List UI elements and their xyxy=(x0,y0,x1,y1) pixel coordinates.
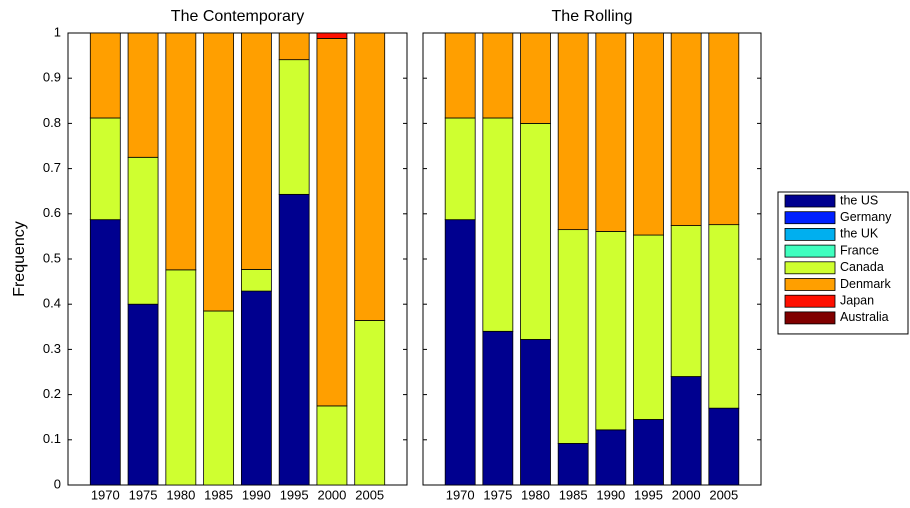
bar-segment xyxy=(240,268,272,292)
legend-swatch xyxy=(784,311,836,325)
bar-segment xyxy=(316,32,348,39)
bar-segment xyxy=(165,269,197,486)
bar-segment xyxy=(520,339,551,486)
bar-segment xyxy=(708,32,740,226)
x-tick-label: 1980 xyxy=(521,487,550,502)
bar-segment xyxy=(595,429,627,486)
bar-segment xyxy=(633,234,664,420)
legend-swatch xyxy=(784,211,836,225)
legend-label: Canada xyxy=(840,260,884,274)
legend-label: France xyxy=(840,243,879,257)
x-tick-label: 2005 xyxy=(709,487,738,502)
bar-segment xyxy=(557,32,589,231)
axes-box xyxy=(67,32,408,486)
y-tick-label: 0.7 xyxy=(43,160,61,175)
x-tick-label: 1970 xyxy=(91,487,120,502)
x-tick-label: 2000 xyxy=(672,487,701,502)
bar-segment xyxy=(127,303,159,486)
y-tick-label: 0.3 xyxy=(43,341,61,356)
bar-segment xyxy=(240,32,272,270)
bar-segment xyxy=(444,32,476,119)
legend-label: Australia xyxy=(840,310,889,324)
bar-segment xyxy=(595,231,627,431)
bar-segment xyxy=(316,38,348,407)
bar-segment xyxy=(633,32,664,236)
bar-segment xyxy=(278,32,310,61)
bar-segment xyxy=(89,117,121,221)
y-tick-label: 0.2 xyxy=(43,386,61,401)
bar-segment xyxy=(203,32,235,312)
y-tick-label: 0.8 xyxy=(43,115,61,130)
legend-swatch xyxy=(784,244,836,258)
bar-segment xyxy=(557,229,589,444)
legend-label: Germany xyxy=(840,210,892,224)
bar-segment xyxy=(354,32,386,321)
x-tick-label: 1995 xyxy=(634,487,663,502)
legend-label: the UK xyxy=(840,227,879,241)
legend-swatch xyxy=(784,194,836,208)
y-tick-label: 0.6 xyxy=(43,205,61,220)
bar-segment xyxy=(165,32,197,271)
panel-title: The Rolling xyxy=(552,8,633,25)
bar-segment xyxy=(670,225,702,377)
x-tick-label: 1975 xyxy=(483,487,512,502)
bar-segment xyxy=(520,32,551,124)
legend-swatch xyxy=(784,227,836,241)
y-tick-label: 0.9 xyxy=(43,70,61,85)
bar-segment xyxy=(316,405,348,486)
x-tick-label: 1970 xyxy=(446,487,475,502)
legend-label: Denmark xyxy=(840,277,891,291)
bar-segment xyxy=(557,443,589,486)
bar-segment xyxy=(278,193,310,486)
x-tick-label: 2000 xyxy=(317,487,346,502)
bar-segment xyxy=(354,320,386,486)
y-axis-label: Frequency xyxy=(11,221,28,297)
bar-segment xyxy=(278,59,310,195)
bar-segment xyxy=(670,32,702,226)
x-tick-label: 1980 xyxy=(166,487,195,502)
x-tick-label: 1985 xyxy=(559,487,588,502)
x-tick-label: 1990 xyxy=(596,487,625,502)
legend-label: Japan xyxy=(840,293,874,307)
y-tick-label: 0.5 xyxy=(43,250,61,265)
bar-segment xyxy=(670,376,702,486)
bar-segment xyxy=(240,290,272,486)
legend-swatch xyxy=(784,294,836,308)
panel-title: The Contemporary xyxy=(171,8,304,25)
x-tick-label: 1975 xyxy=(129,487,158,502)
bar-segment xyxy=(89,32,121,119)
bar-segment xyxy=(520,123,551,340)
bar-segment xyxy=(444,219,476,486)
y-tick-label: 0.1 xyxy=(43,431,61,446)
y-tick-label: 0.4 xyxy=(43,296,61,311)
bar-segment xyxy=(595,32,627,232)
bar-segment xyxy=(203,310,235,486)
bar-segment xyxy=(708,224,740,409)
y-tick-label: 0 xyxy=(54,476,61,491)
bar-segment xyxy=(482,330,514,486)
bar-segment xyxy=(482,32,514,119)
bar-segment xyxy=(127,156,159,305)
x-tick-label: 2005 xyxy=(355,487,384,502)
x-tick-label: 1990 xyxy=(242,487,271,502)
x-tick-label: 1995 xyxy=(280,487,309,502)
bar-segment xyxy=(127,32,159,158)
bar-segment xyxy=(89,219,121,486)
x-tick-label: 1985 xyxy=(204,487,233,502)
bar-segment xyxy=(444,117,476,221)
legend-swatch xyxy=(784,261,836,275)
y-tick-label: 1 xyxy=(54,24,61,39)
axes-box xyxy=(422,32,762,486)
bar-segment xyxy=(482,117,514,332)
bar-segment xyxy=(708,407,740,486)
bar-segment xyxy=(633,419,664,486)
legend-swatch xyxy=(784,278,836,291)
legend-label: the US xyxy=(840,193,878,207)
